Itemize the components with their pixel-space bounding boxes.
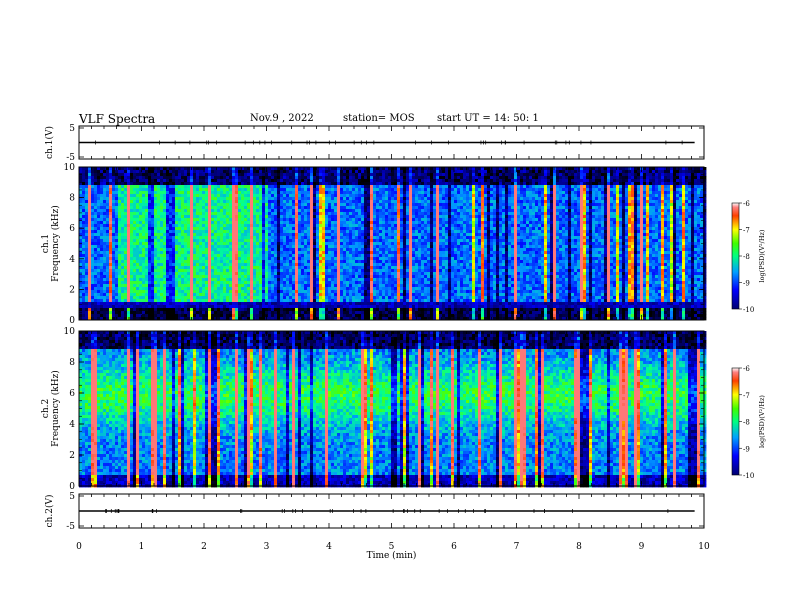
colorbar-tick-label: -6 <box>743 365 750 373</box>
y-tick-label: 0 <box>69 482 75 492</box>
x-tick-label: 10 <box>698 542 710 552</box>
colorbar-tick-label: -6 <box>743 200 750 208</box>
colorbar-2 <box>731 367 740 476</box>
colorbar-tick-label: -7 <box>743 392 750 400</box>
y-tick-label: 6 <box>69 389 75 399</box>
y-axis-label: ch.2(V) <box>44 495 55 528</box>
y-tick-label: 5 <box>69 124 75 134</box>
x-tick-label: 3 <box>264 542 270 552</box>
colorbar-tick-label: -8 <box>743 253 750 261</box>
y-tick-label: 6 <box>69 224 75 234</box>
y-tick-label: 10 <box>64 327 76 337</box>
station-label: station= MOS <box>343 113 415 124</box>
colorbar-tick-label: -10 <box>743 472 754 480</box>
colorbar-tick-label: -7 <box>743 227 750 235</box>
y-tick-label: -5 <box>66 522 75 532</box>
x-tick-label: 9 <box>639 542 645 552</box>
y-tick-label: 10 <box>64 163 76 173</box>
x-tick-label: 5 <box>389 542 395 552</box>
colorbar-tick-label: -9 <box>743 445 750 453</box>
colorbar-tick-label: -8 <box>743 419 750 427</box>
y-axis-label: ch.1(V) <box>44 126 55 159</box>
x-tick-label: 6 <box>451 542 457 552</box>
y-tick-label: 4 <box>69 420 75 430</box>
x-axis-label: Time (min) <box>367 550 417 561</box>
y-tick-label: 5 <box>69 492 75 502</box>
figure-title: VLF Spectra <box>79 112 155 126</box>
colorbar-label: log(PSD)(V²/Hz) <box>758 395 766 448</box>
x-tick-label: 0 <box>76 542 82 552</box>
y-axis-label: Frequency (kHz) <box>50 205 61 282</box>
start-time-label: start UT = 14: 50: 1 <box>437 113 539 124</box>
x-tick-label: 1 <box>139 542 145 552</box>
y-tick-label: 8 <box>69 358 75 368</box>
y-tick-label: 2 <box>69 285 75 295</box>
y-tick-label: -5 <box>66 153 75 163</box>
y-tick-label: 8 <box>69 194 75 204</box>
y-tick-label: 0 <box>69 316 75 326</box>
y-axis-label: Frequency (kHz) <box>50 370 61 447</box>
x-tick-label: 2 <box>201 542 207 552</box>
colorbar-1 <box>731 202 740 310</box>
x-tick-label: 7 <box>514 542 520 552</box>
colorbar-tick-label: -10 <box>743 306 754 314</box>
x-tick-label: 8 <box>576 542 582 552</box>
colorbar-tick-label: -9 <box>743 280 750 288</box>
y-axis-label: ch.1 <box>41 234 51 253</box>
y-tick-label: 4 <box>69 255 75 265</box>
y-tick-label: 2 <box>69 451 75 461</box>
date-label: Nov.9 , 2022 <box>250 113 314 124</box>
x-tick-label: 4 <box>326 542 332 552</box>
y-axis-label: ch.2 <box>41 399 51 418</box>
colorbar-label: log(PSD)(V²/Hz) <box>758 229 766 282</box>
